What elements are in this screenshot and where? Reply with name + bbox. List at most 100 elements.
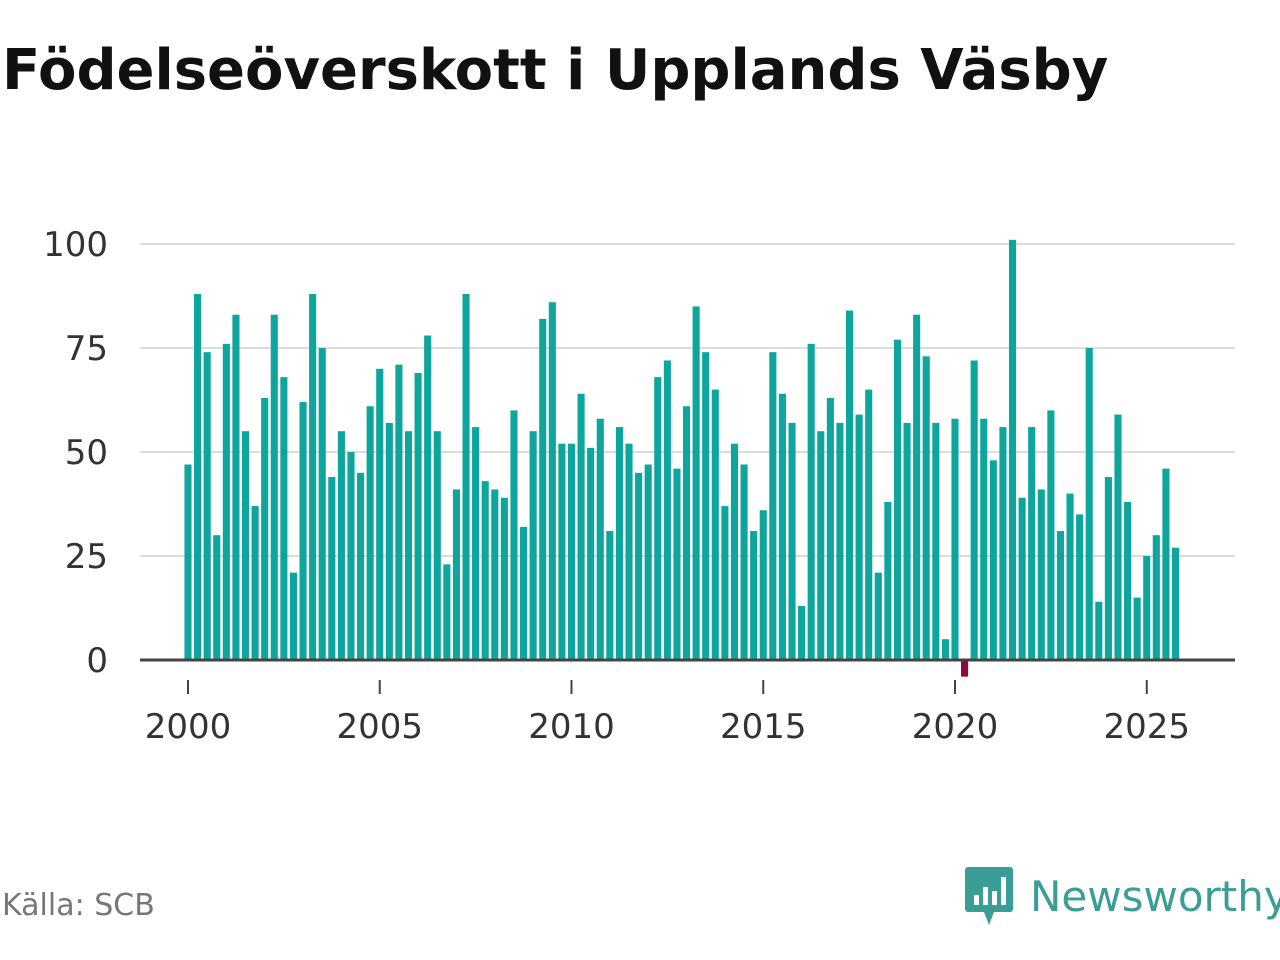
brand-name: Newsworthy xyxy=(1030,871,1280,921)
bar xyxy=(213,535,221,660)
bar xyxy=(730,443,739,660)
bar xyxy=(347,452,355,660)
bar xyxy=(251,506,259,660)
bar xyxy=(424,335,432,660)
bar xyxy=(203,352,211,660)
x-tick-label: 2025 xyxy=(1103,707,1190,747)
chart-title: Födelseöverskott i Upplands Väsby xyxy=(2,38,1109,103)
bars xyxy=(184,239,1180,677)
bar xyxy=(961,660,969,677)
bar xyxy=(1008,239,1017,660)
bar xyxy=(913,314,921,660)
bar xyxy=(903,422,911,660)
bar xyxy=(778,393,786,660)
bar xyxy=(989,460,997,660)
bar xyxy=(261,397,269,660)
bar xyxy=(395,364,403,660)
bar xyxy=(309,293,317,660)
bar xyxy=(328,476,336,660)
y-tick-label: 0 xyxy=(86,641,108,681)
bar xyxy=(625,443,633,660)
bar xyxy=(529,431,537,660)
y-tick-label: 50 xyxy=(65,433,108,473)
bar xyxy=(1056,531,1065,660)
bar xyxy=(1162,468,1170,660)
bar xyxy=(615,427,623,660)
bar xyxy=(692,306,700,660)
bar xyxy=(299,402,307,660)
bar xyxy=(817,431,825,660)
x-tick-label: 2020 xyxy=(912,707,999,747)
axes: 0 25 50 75 100 2000 2005 2010 2015 2020 2025 xyxy=(43,225,1235,747)
bar xyxy=(280,377,288,660)
bar xyxy=(1047,410,1055,660)
bar xyxy=(357,472,365,660)
bar xyxy=(711,389,719,660)
bar xyxy=(759,510,767,660)
bar xyxy=(385,422,393,660)
bar xyxy=(539,318,547,660)
bar xyxy=(606,531,614,660)
bar xyxy=(865,389,873,660)
bar xyxy=(443,564,451,660)
bar xyxy=(874,572,882,660)
bar xyxy=(970,360,978,660)
bar xyxy=(1133,597,1141,660)
bar xyxy=(1066,493,1074,660)
bar xyxy=(932,422,940,660)
bar xyxy=(1114,414,1122,660)
bar xyxy=(510,410,518,660)
bar xyxy=(721,506,729,660)
bar xyxy=(682,406,691,660)
bar xyxy=(845,310,854,660)
bar xyxy=(596,418,604,660)
bar xyxy=(548,302,556,660)
bar xyxy=(462,293,470,660)
bar xyxy=(1171,547,1180,660)
brand-logo: Newsworthy xyxy=(964,864,1280,928)
bar xyxy=(481,481,489,660)
bar xyxy=(1028,427,1036,660)
bar xyxy=(855,414,863,660)
bar xyxy=(807,343,815,660)
bar xyxy=(702,352,710,660)
bar xyxy=(750,531,758,660)
bar xyxy=(999,427,1007,660)
bar xyxy=(922,356,930,660)
bar xyxy=(980,418,988,660)
bar xyxy=(635,472,643,660)
bar xyxy=(1095,601,1103,660)
bar xyxy=(222,343,230,660)
bar xyxy=(1104,476,1112,660)
bar xyxy=(1085,348,1093,660)
bar xyxy=(884,501,892,660)
bar xyxy=(788,422,796,660)
x-tick-label: 2010 xyxy=(528,707,615,747)
x-tick-label: 2005 xyxy=(336,707,423,747)
bar xyxy=(1018,497,1026,660)
bar xyxy=(520,526,528,660)
bar xyxy=(433,431,441,660)
bar xyxy=(673,468,681,660)
source-label: Källa: SCB xyxy=(2,888,155,923)
bar xyxy=(232,314,240,660)
bar xyxy=(366,406,374,660)
bar xyxy=(951,418,959,660)
bar xyxy=(1143,556,1151,660)
bar xyxy=(500,497,508,660)
bar xyxy=(893,339,902,660)
bar xyxy=(587,447,595,660)
bar xyxy=(414,372,422,660)
bar xyxy=(1124,501,1132,660)
bar xyxy=(654,377,662,660)
bar xyxy=(1076,514,1084,660)
bar xyxy=(404,431,413,660)
bar xyxy=(337,431,345,660)
bar xyxy=(491,489,499,660)
bar xyxy=(194,293,202,660)
bar xyxy=(826,397,834,660)
bar xyxy=(452,489,460,660)
bar xyxy=(472,427,480,660)
bar xyxy=(1037,489,1045,660)
